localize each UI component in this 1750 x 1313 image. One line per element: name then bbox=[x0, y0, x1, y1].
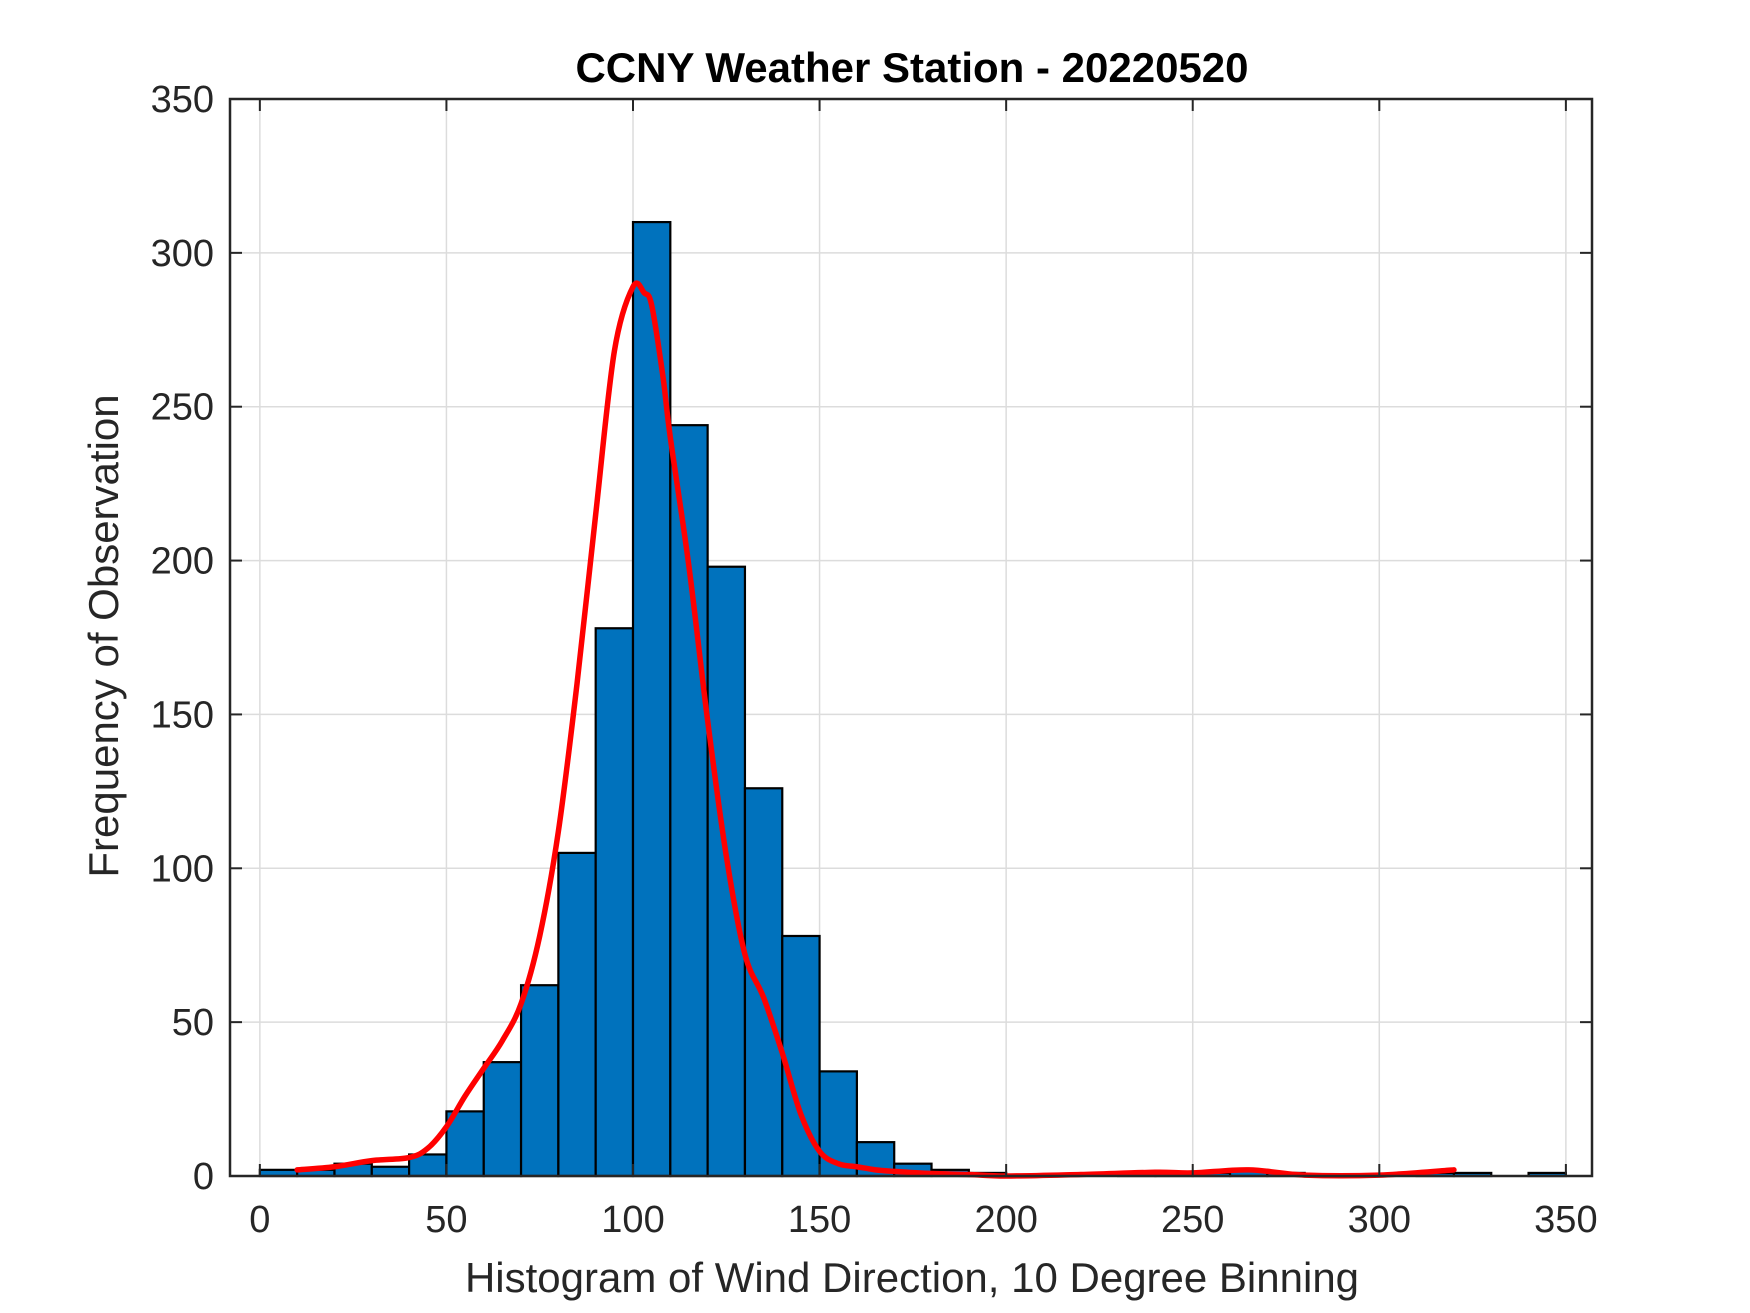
x-tick-label-100: 100 bbox=[601, 1199, 664, 1241]
y-tick-labels: 0 50 100 150 200 250 300 350 bbox=[151, 79, 214, 1198]
x-axis-label: Histogram of Wind Direction, 10 Degree B… bbox=[465, 1254, 1359, 1301]
y-axis-label: Frequency of Observation bbox=[80, 394, 127, 877]
y-tick-label-200: 200 bbox=[151, 541, 214, 583]
chart-title: CCNY Weather Station - 20220520 bbox=[575, 44, 1248, 91]
y-tick-label-300: 300 bbox=[151, 233, 214, 275]
x-tick-label-300: 300 bbox=[1348, 1199, 1411, 1241]
y-tick-label-0: 0 bbox=[193, 1156, 214, 1198]
x-tick-labels: 0 50 100 150 200 250 300 350 bbox=[249, 1199, 1597, 1241]
histogram-bar-130 bbox=[743, 787, 784, 1178]
x-tick-label-0: 0 bbox=[249, 1199, 270, 1241]
histogram-bar-70 bbox=[519, 984, 560, 1178]
axis-ticks bbox=[230, 98, 1592, 1177]
grid-lines bbox=[230, 98, 1592, 1177]
y-tick-label-50: 50 bbox=[172, 1002, 214, 1044]
x-tick-label-150: 150 bbox=[788, 1199, 851, 1241]
histogram-bar-30 bbox=[370, 1165, 411, 1178]
histogram-bar-100 bbox=[631, 220, 672, 1178]
histogram-bar-90 bbox=[594, 627, 635, 1178]
x-tick-label-200: 200 bbox=[974, 1199, 1037, 1241]
x-tick-label-50: 50 bbox=[425, 1199, 467, 1241]
y-tick-label-150: 150 bbox=[151, 694, 214, 736]
histogram-bar-60 bbox=[482, 1061, 523, 1178]
y-tick-label-350: 350 bbox=[151, 79, 214, 121]
x-tick-label-350: 350 bbox=[1534, 1199, 1597, 1241]
axes-box bbox=[228, 97, 1594, 1178]
histogram-bars bbox=[258, 220, 1567, 1178]
x-tick-label-250: 250 bbox=[1161, 1199, 1224, 1241]
histogram-bar-110 bbox=[669, 424, 709, 1178]
y-tick-label-250: 250 bbox=[151, 387, 214, 429]
histogram-bar-80 bbox=[557, 851, 597, 1178]
y-tick-label-100: 100 bbox=[151, 848, 214, 890]
